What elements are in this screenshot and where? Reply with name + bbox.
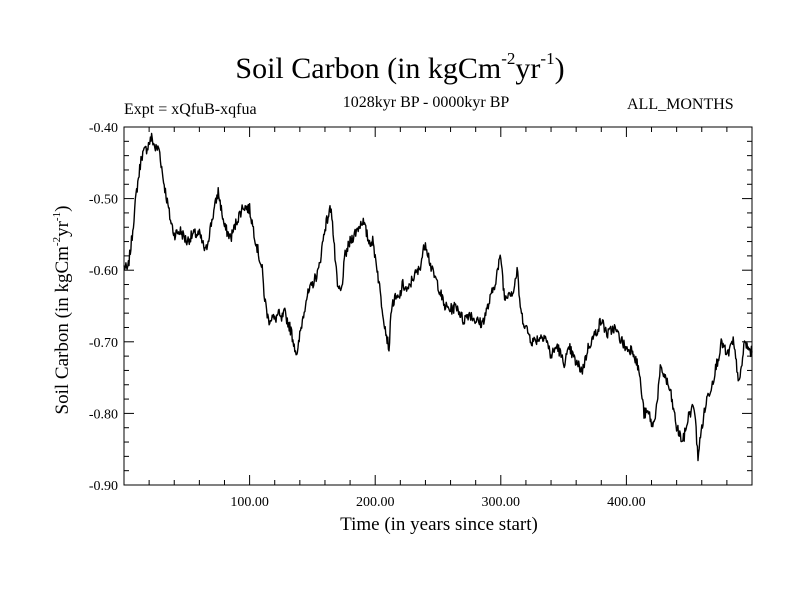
y-tick-label: -0.40: [89, 121, 118, 136]
data-series-line: [123, 132, 753, 462]
y-tick-label: -0.50: [89, 193, 118, 208]
x-tick-label: 300.00: [482, 495, 521, 510]
chart-title: Soil Carbon (in kgCm-2yr-1): [235, 49, 565, 85]
y-tick-label: -0.60: [89, 264, 118, 279]
y-axis-label: Soil Carbon (in kgCm-2yr-1): [51, 205, 73, 415]
x-tick-label: 100.00: [230, 495, 269, 510]
experiment-label: Expt = xQfuB-xqfua: [124, 101, 257, 118]
x-tick-label: 400.00: [607, 495, 646, 510]
x-axis-label: Time (in years since start): [340, 514, 538, 535]
y-tick-label: -0.70: [89, 336, 118, 351]
plot-frame: [123, 126, 753, 486]
period-label: 1028kyr BP - 0000kyr BP: [342, 94, 510, 111]
y-tick-label: -0.80: [89, 407, 118, 422]
months-label: ALL_MONTHS: [627, 96, 734, 113]
y-axis: -0.40 -0.50 -0.60 -0.70 -0.80 -0.90: [89, 121, 752, 494]
x-axis: 100.00 200.00 300.00 400.00: [148, 127, 728, 510]
y-tick-label: -0.90: [89, 479, 118, 494]
x-tick-label: 200.00: [356, 495, 395, 510]
